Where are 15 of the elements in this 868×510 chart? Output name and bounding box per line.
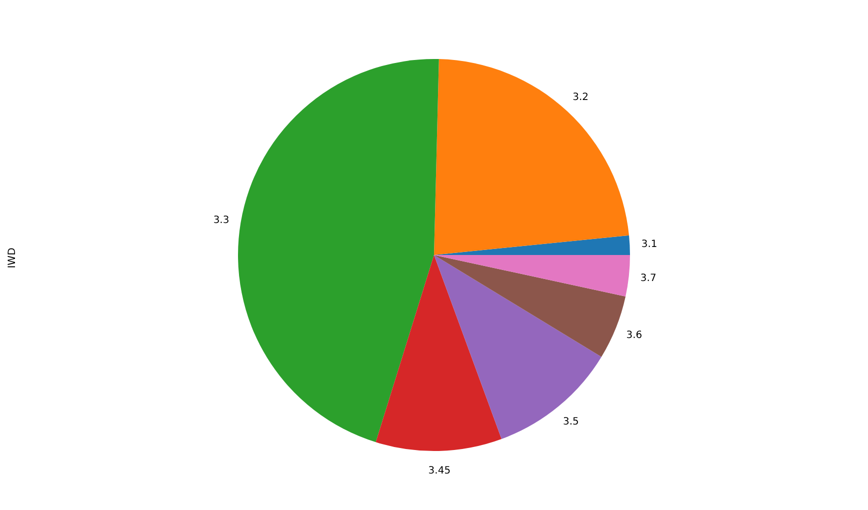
slice-label: 3.5: [562, 416, 579, 428]
pie-slice: [376, 255, 502, 451]
pie-slice: [434, 255, 602, 439]
slice-label: 3.2: [572, 92, 589, 103]
slice-label: 3.7: [640, 272, 656, 284]
text: IWD: [7, 247, 18, 268]
pie-slice: [238, 59, 439, 442]
pie-slice: [434, 255, 626, 357]
pie-slice: [434, 235, 630, 255]
pie-slice: [434, 59, 630, 255]
slice-label: 3.45: [428, 466, 451, 477]
slice-label: 3.1: [641, 239, 658, 250]
pie-slice: [434, 255, 630, 297]
slice-label: 3.3: [213, 214, 230, 226]
slice-label: 3.6: [626, 330, 642, 341]
